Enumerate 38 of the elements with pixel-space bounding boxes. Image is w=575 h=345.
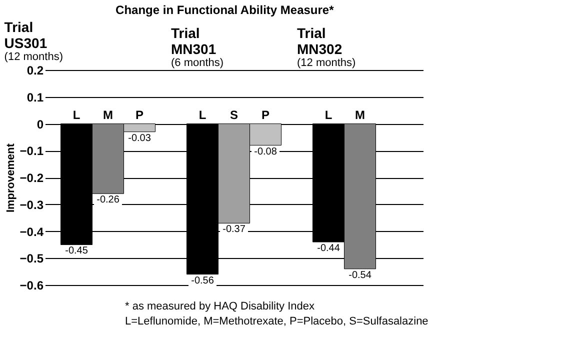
x-tick-label: M [355, 108, 365, 122]
x-tick-label: M [103, 108, 113, 122]
x-tick-label: P [135, 108, 144, 122]
text: (12 months) [4, 51, 64, 63]
text: Trial [4, 19, 34, 35]
text: MN302 [297, 41, 342, 57]
data-label: -0.37 [222, 224, 246, 236]
y-tick-label: −0.1 [20, 144, 44, 158]
text: (12 months) [297, 57, 356, 69]
text: L=Leflunomide, M=Methotrexate, P=Placebo, S=Sulfasalazine [125, 316, 428, 328]
x-tick-label: L [324, 108, 332, 122]
text: Change in Functional Ability Measure* [116, 3, 334, 17]
data-label: -0.03 [128, 132, 152, 144]
y-axis-title: Improvement [4, 143, 17, 213]
data-label: -0.54 [348, 270, 372, 281]
text: Trial [171, 25, 200, 41]
y-tick-label: −0.5 [20, 252, 44, 266]
y-tick-label: 0 [36, 117, 44, 132]
y-tick-label: 0.1 [26, 90, 44, 104]
text: (6 months) [171, 57, 224, 69]
y-tick-label: −0.6 [20, 278, 44, 292]
data-label: -0.26 [96, 194, 120, 206]
x-tick-label: P [261, 108, 270, 122]
x-tick-label: S [230, 108, 238, 122]
text: Trial [297, 25, 326, 41]
text: * as measured by HAQ Disability Index [125, 300, 316, 312]
y-tick-label: 0.2 [26, 64, 44, 78]
y-tick-label: −0.2 [20, 171, 44, 185]
data-label: -0.56 [191, 275, 214, 286]
data-label: -0.08 [254, 146, 278, 158]
x-tick-label: L [198, 108, 206, 122]
data-label: -0.45 [65, 246, 88, 257]
y-tick-label: −0.4 [20, 224, 44, 239]
data-label: -0.44 [317, 243, 340, 254]
x-tick-label: L [72, 108, 80, 122]
text: US301 [4, 35, 48, 51]
text: MN301 [171, 41, 216, 57]
y-tick-label: −0.3 [20, 198, 44, 212]
